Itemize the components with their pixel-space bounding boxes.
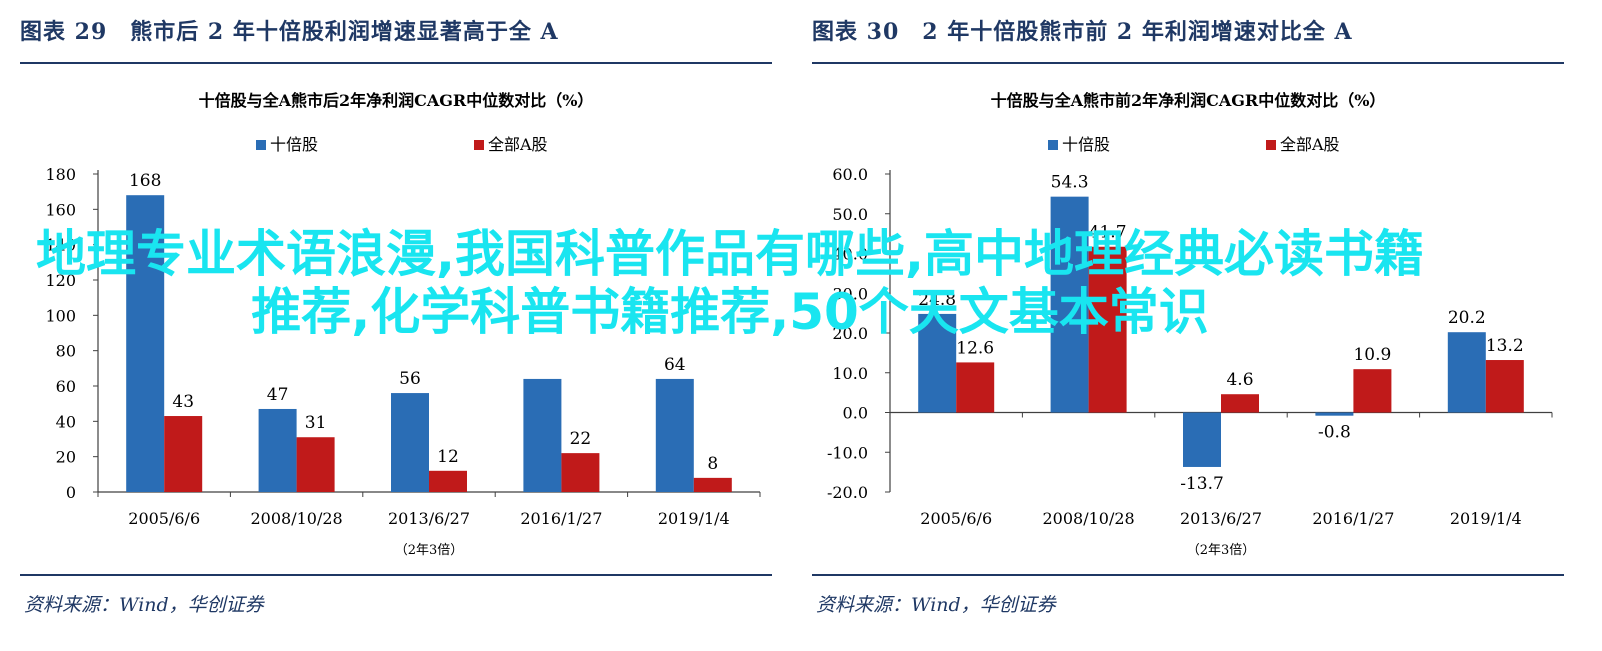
bar — [1050, 196, 1089, 413]
data-label: -0.8 — [1318, 423, 1351, 443]
y-tick-label: 40 — [56, 412, 76, 431]
data-label: 56 — [399, 369, 421, 389]
data-label: 10.9 — [1353, 345, 1391, 365]
y-tick-label: 180 — [45, 165, 76, 184]
data-label: 41.7 — [1089, 223, 1127, 243]
legend-label: 十倍股 — [1062, 135, 1110, 154]
y-tick-label: 0.0 — [843, 404, 868, 423]
bar — [1353, 369, 1392, 413]
y-tick-label: 140 — [45, 236, 76, 255]
x-tick-label: 2016/1/27 — [1312, 509, 1394, 528]
y-tick-label: 50.0 — [832, 205, 868, 224]
legend-swatch — [474, 140, 484, 150]
y-tick-label: 20.0 — [832, 324, 868, 343]
bar — [296, 437, 335, 492]
x-tick-label: 2019/1/4 — [1450, 509, 1522, 528]
chart-title: 十倍股与全A熊市后2年净利润CAGR中位数对比（%） — [199, 91, 594, 110]
legend-swatch — [1048, 140, 1058, 150]
bar — [164, 416, 203, 492]
legend-label: 全部A股 — [1280, 135, 1340, 154]
data-label: 13.2 — [1486, 336, 1524, 356]
source-note: 资料来源：Wind，华创证券 — [816, 594, 1056, 616]
chart-title: 十倍股与全A熊市前2年净利润CAGR中位数对比（%） — [991, 91, 1386, 110]
data-label: 4.6 — [1226, 370, 1253, 390]
title-divider — [20, 62, 772, 64]
chart-29: 十倍股与全A熊市后2年净利润CAGR中位数对比（%） 十倍股 全部A股 0 20 40 60… — [20, 66, 772, 572]
bar — [1183, 412, 1221, 467]
figure-title: 图表 29 熊市后 2 年十倍股利润增速显著高于全 A — [20, 19, 559, 45]
chart-subtitle: （2年3倍） — [1187, 543, 1256, 558]
bar — [655, 378, 694, 492]
y-tick-label: 60.0 — [832, 165, 868, 184]
data-label: 168 — [129, 171, 161, 191]
figure-panel-29: 图表 29 熊市后 2 年十倍股利润增速显著高于全 A 十倍股与全A熊市后2年净… — [20, 0, 790, 651]
legend-swatch — [256, 140, 266, 150]
figure-panel-30: 图表 30 2 年十倍股熊市前 2 年利润增速对比全 A 十倍股与全A熊市前2年… — [812, 0, 1582, 651]
data-label: 47 — [267, 385, 289, 405]
legend-label: 十倍股 — [270, 135, 318, 154]
legend-label: 全部A股 — [488, 135, 548, 154]
source-divider — [20, 574, 772, 576]
bar — [1315, 412, 1354, 416]
bar — [956, 362, 995, 413]
data-label: 22 — [570, 429, 592, 449]
bar — [693, 477, 732, 492]
y-tick-label: 20 — [56, 448, 76, 467]
x-tick-label: 2013/6/27 — [1180, 509, 1262, 528]
data-label: -13.7 — [1180, 474, 1224, 494]
y-tick-label: 80 — [56, 342, 76, 361]
y-tick-label: 30.0 — [832, 284, 868, 303]
bar — [1221, 394, 1259, 413]
x-tick-label: 2016/1/27 — [520, 509, 602, 528]
data-label: 54.3 — [1051, 173, 1089, 193]
bar — [429, 470, 467, 492]
bar — [258, 408, 297, 492]
x-tick-label: 2008/10/28 — [250, 509, 342, 528]
data-label: 8 — [707, 454, 718, 474]
y-tick-label: 10.0 — [832, 364, 868, 383]
data-label: 12 — [437, 447, 459, 467]
y-tick-label: 160 — [45, 200, 76, 219]
x-tick-label: 2013/6/27 — [388, 509, 470, 528]
legend-swatch — [1266, 140, 1276, 150]
data-label: 31 — [305, 413, 327, 433]
y-tick-label: 60 — [56, 377, 76, 396]
x-tick-label: 2005/6/6 — [128, 509, 200, 528]
title-divider — [812, 62, 1564, 64]
x-tick-label: 2008/10/28 — [1042, 509, 1134, 528]
bar — [126, 195, 165, 492]
data-label: 24.8 — [918, 290, 956, 310]
y-tick-label: 120 — [45, 271, 76, 290]
bar — [1485, 360, 1524, 413]
figure-title: 图表 30 2 年十倍股熊市前 2 年利润增速对比全 A — [812, 19, 1353, 45]
source-divider — [812, 574, 1564, 576]
chart-29-svg: 十倍股与全A熊市后2年净利润CAGR中位数对比（%） 十倍股 全部A股 0 20 40 60… — [45, 91, 761, 558]
data-label: 12.6 — [956, 338, 994, 358]
bar — [391, 393, 429, 492]
data-label: 64 — [664, 355, 686, 375]
bar — [1447, 332, 1486, 413]
bar — [523, 378, 562, 492]
chart-subtitle: （2年3倍） — [395, 543, 464, 558]
source-note: 资料来源：Wind，华创证券 — [24, 594, 264, 616]
x-tick-label: 2019/1/4 — [658, 509, 730, 528]
y-tick-label: 0 — [66, 483, 76, 502]
data-label: 20.2 — [1448, 308, 1486, 328]
y-tick-label: 100 — [45, 306, 76, 325]
x-tick-label: 2005/6/6 — [920, 509, 992, 528]
data-label: 43 — [172, 392, 194, 412]
y-tick-label: -10.0 — [827, 443, 868, 462]
chart-30-svg: 十倍股与全A熊市前2年净利润CAGR中位数对比（%） 十倍股 全部A股 -20.0 -1… — [827, 91, 1553, 558]
chart-30: 十倍股与全A熊市前2年净利润CAGR中位数对比（%） 十倍股 全部A股 -20.0 -1… — [812, 66, 1564, 572]
bar — [1088, 246, 1127, 413]
bar — [561, 453, 600, 492]
y-tick-label: 40.0 — [832, 245, 868, 264]
y-tick-label: -20.0 — [827, 483, 868, 502]
bar — [918, 313, 957, 413]
